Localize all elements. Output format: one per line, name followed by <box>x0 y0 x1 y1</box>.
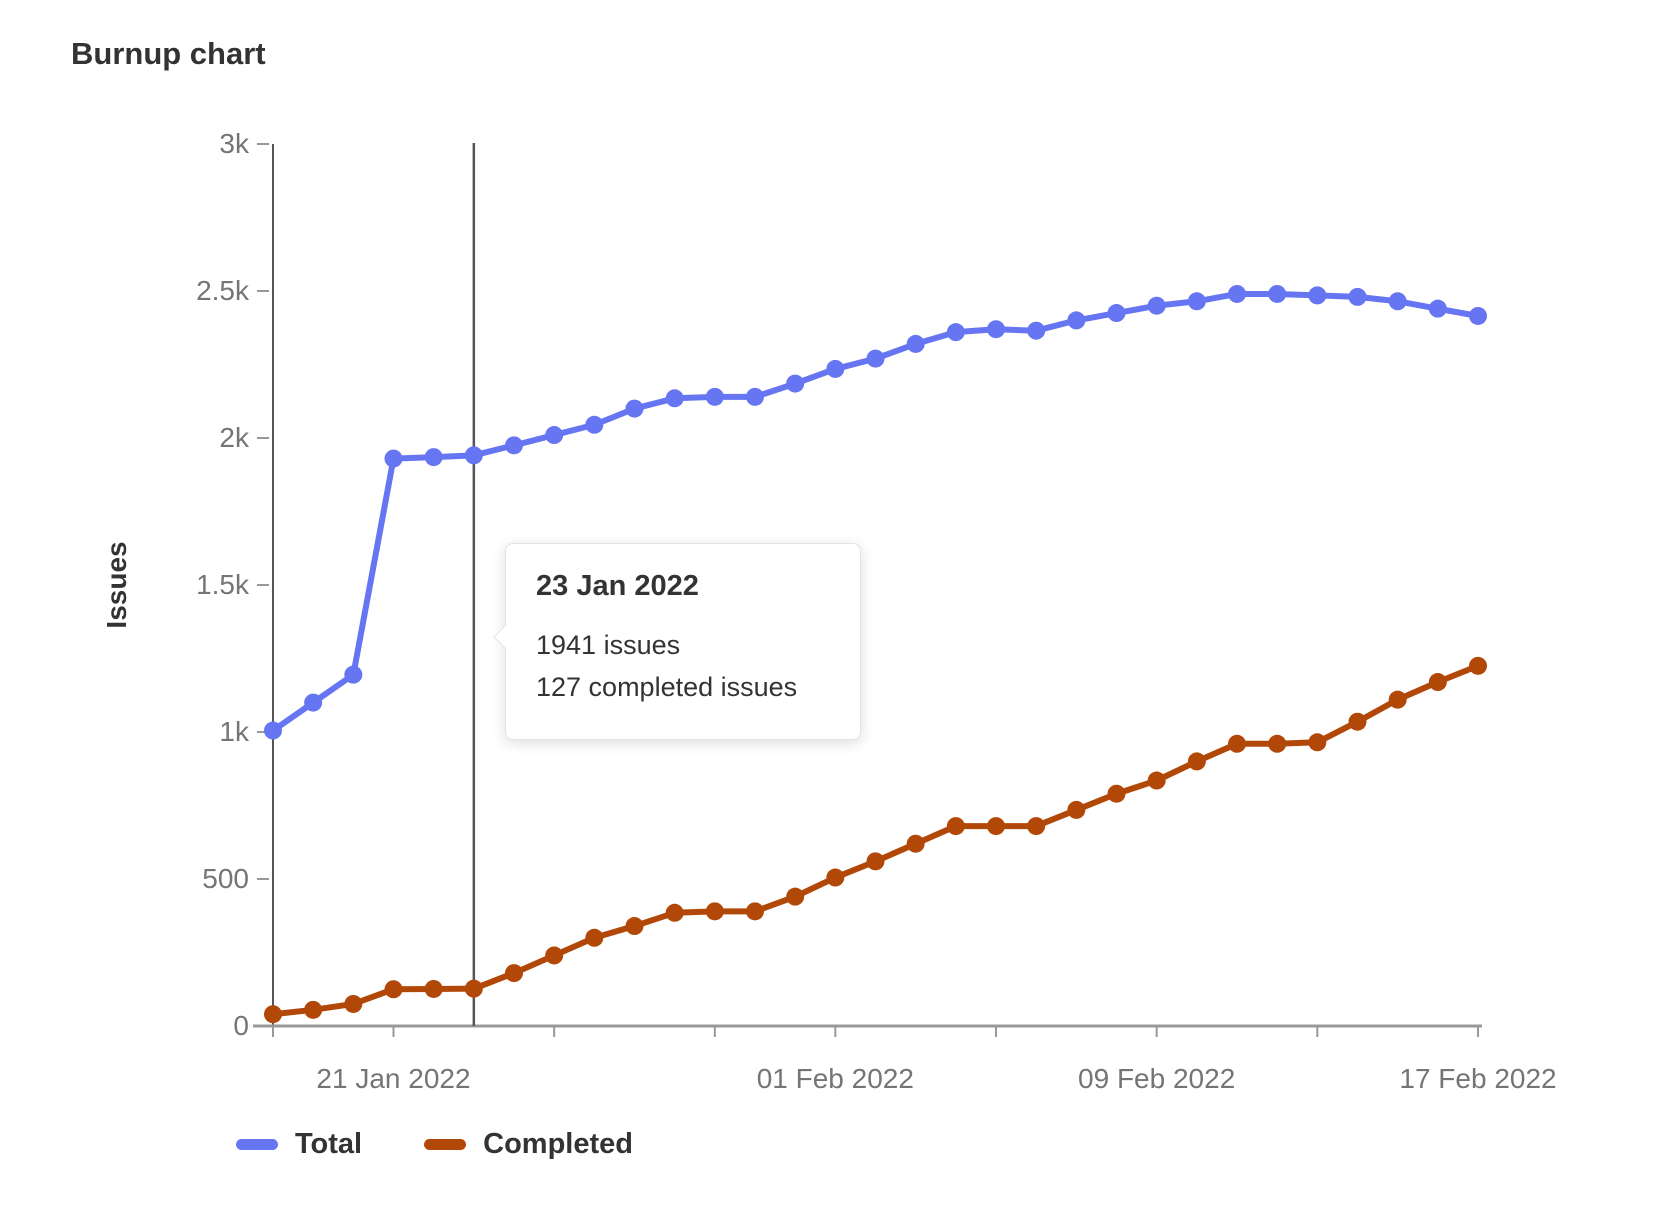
completed-point[interactable] <box>1268 734 1287 753</box>
completed-point[interactable] <box>1187 752 1206 771</box>
completed-point[interactable] <box>826 868 845 887</box>
total-point[interactable] <box>866 349 885 368</box>
total-point[interactable] <box>1348 287 1367 306</box>
completed-point[interactable] <box>1388 690 1407 709</box>
y-tick-label: 2k <box>219 422 250 453</box>
y-tick-label: 2.5k <box>196 275 250 306</box>
total-point[interactable] <box>705 387 724 406</box>
total-point[interactable] <box>1187 292 1206 311</box>
completed-point[interactable] <box>545 946 564 965</box>
total-point[interactable] <box>505 436 523 455</box>
total-point[interactable] <box>304 693 323 712</box>
total-point[interactable] <box>1308 286 1327 305</box>
legend-label-completed: Completed <box>483 1128 633 1160</box>
completed-point[interactable] <box>866 852 885 871</box>
page-title: Burnup chart <box>71 36 266 71</box>
completed-point[interactable] <box>1147 771 1166 790</box>
completed-point[interactable] <box>505 964 523 983</box>
total-point[interactable] <box>826 359 845 378</box>
completed-point[interactable] <box>987 817 1005 836</box>
total-point[interactable] <box>464 446 483 465</box>
total-point[interactable] <box>344 665 363 684</box>
total-point[interactable] <box>665 389 684 408</box>
completed-point[interactable] <box>1228 734 1246 753</box>
total-point[interactable] <box>786 374 805 393</box>
completed-point[interactable] <box>1428 673 1447 692</box>
total-point[interactable] <box>946 323 965 342</box>
total-point[interactable] <box>424 448 443 467</box>
completed-point[interactable] <box>746 902 764 921</box>
total-point[interactable] <box>746 387 764 406</box>
tooltip-completed-issues: 127 completed issues <box>536 671 798 702</box>
total-point[interactable] <box>264 721 282 740</box>
y-tick-label: 500 <box>202 863 249 894</box>
total-point[interactable] <box>545 426 564 445</box>
completed-point[interactable] <box>906 834 925 853</box>
y-tick-label: 0 <box>233 1010 249 1041</box>
y-tick-label: 1k <box>219 716 250 747</box>
total-point[interactable] <box>1027 321 1046 340</box>
x-tick-label: 17 Feb 2022 <box>1399 1063 1556 1094</box>
completed-point[interactable] <box>1308 733 1327 752</box>
completed-point[interactable] <box>705 902 724 921</box>
total-point[interactable] <box>1228 284 1246 303</box>
y-axis-title: Issues <box>101 541 132 628</box>
completed-point[interactable] <box>946 817 965 836</box>
total-point[interactable] <box>384 449 403 468</box>
total-point[interactable] <box>1147 296 1166 315</box>
total-point[interactable] <box>1268 284 1287 303</box>
completed-point[interactable] <box>1107 784 1126 803</box>
completed-point[interactable] <box>625 917 644 936</box>
total-point[interactable] <box>1428 299 1447 318</box>
total-point[interactable] <box>1469 306 1487 325</box>
total-point[interactable] <box>906 334 925 353</box>
legend-item-total[interactable]: Total <box>236 1128 362 1161</box>
completed-point[interactable] <box>1027 817 1046 836</box>
completed-point[interactable] <box>344 994 363 1013</box>
completed-point[interactable] <box>264 1005 282 1024</box>
completed-swatch-icon <box>424 1139 467 1150</box>
completed-point[interactable] <box>665 903 684 922</box>
series-layer <box>264 284 1487 1024</box>
y-tick-label: 1.5k <box>196 569 250 600</box>
completed-point[interactable] <box>424 979 443 998</box>
total-point[interactable] <box>987 320 1005 339</box>
total-point[interactable] <box>1067 311 1086 330</box>
completed-point[interactable] <box>585 928 604 947</box>
completed-point[interactable] <box>1348 712 1367 731</box>
chart-tooltip: 23 Jan 2022 1941 issues 127 completed is… <box>493 543 861 740</box>
total-swatch-icon <box>236 1139 278 1150</box>
x-tick-label: 21 Jan 2022 <box>316 1063 470 1094</box>
total-point[interactable] <box>585 415 604 434</box>
completed-point[interactable] <box>384 980 403 999</box>
completed-point[interactable] <box>786 887 805 906</box>
total-point[interactable] <box>625 399 644 418</box>
total-point[interactable] <box>1107 304 1126 323</box>
completed-line <box>270 662 1481 1018</box>
axes-layer: 0 500 1k 1.5k 2k 2.5k 3k 21 Jan 2022 01 Feb 2022… <box>196 128 1557 1094</box>
x-tick-label: 09 Feb 2022 <box>1078 1063 1235 1094</box>
chart-legend: Total Completed <box>236 1128 633 1161</box>
y-tick-label: 3k <box>219 128 250 159</box>
completed-point[interactable] <box>1067 800 1086 819</box>
legend-item-completed[interactable]: Completed <box>424 1128 633 1161</box>
total-point[interactable] <box>1388 292 1407 311</box>
tooltip-date: 23 Jan 2022 <box>536 570 699 602</box>
x-tick-label: 01 Feb 2022 <box>757 1063 914 1094</box>
completed-point[interactable] <box>1469 656 1487 675</box>
completed-point[interactable] <box>464 979 483 998</box>
tooltip-total-issues: 1941 issues <box>536 630 681 660</box>
legend-label-total: Total <box>295 1128 363 1160</box>
completed-point[interactable] <box>304 1000 323 1019</box>
